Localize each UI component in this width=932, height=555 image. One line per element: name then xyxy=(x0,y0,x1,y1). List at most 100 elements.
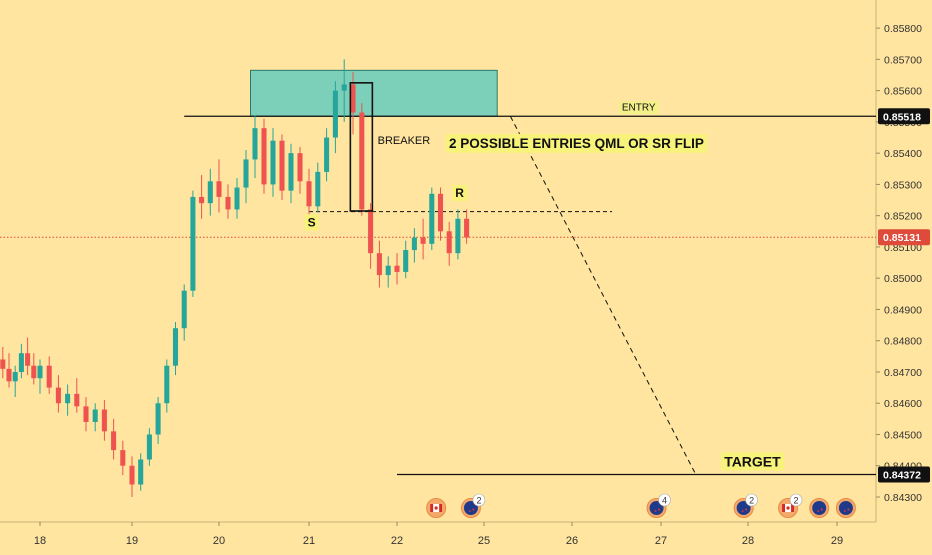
flag-star xyxy=(472,508,475,511)
candle-body-down xyxy=(55,387,61,404)
time-axis-label: 29 xyxy=(831,535,843,547)
flag-star xyxy=(820,508,823,511)
candle-body-down xyxy=(306,181,312,207)
new-zealand-flag-icon[interactable] xyxy=(812,501,827,515)
flag-star xyxy=(817,510,820,512)
entry-level-price-badge: 0.85518 xyxy=(883,111,921,123)
candle-body-down xyxy=(120,450,126,466)
canada-flag-band-right xyxy=(439,504,443,512)
event-count-badge xyxy=(472,493,486,507)
price-axis-label: 0.85800 xyxy=(884,23,922,35)
candle-body-down xyxy=(6,368,12,382)
candle-body-down xyxy=(199,196,205,204)
candle-body-down xyxy=(0,359,6,369)
time-axis-label: 27 xyxy=(655,535,667,547)
candle-body-up xyxy=(243,159,249,188)
candle-body-up xyxy=(92,409,98,422)
event-count-badge xyxy=(658,493,671,507)
resistance-label: R xyxy=(455,186,464,200)
target-label-bg xyxy=(721,452,785,471)
headline-label: 2 POSSIBLE ENTRIES QML OR SR FLIP xyxy=(449,136,704,151)
candle-body-up xyxy=(190,196,196,291)
candle-body-down xyxy=(437,193,444,232)
canada-flag-leaf xyxy=(434,506,438,510)
candle-body-down xyxy=(350,84,356,113)
canada-flag-band-right xyxy=(791,504,795,512)
price-axis-label: 0.85600 xyxy=(884,86,922,98)
flag-star xyxy=(654,510,657,512)
event-count-badge xyxy=(745,493,758,507)
current-price-badge-bg xyxy=(878,229,930,246)
price-axis-label: 0.84900 xyxy=(884,304,922,316)
price-axis-label: 0.85700 xyxy=(884,54,922,66)
candle-body-up xyxy=(411,237,417,251)
flag-star xyxy=(741,510,744,512)
price-axis-label: 0.84800 xyxy=(884,336,922,348)
time-axis-label: 25 xyxy=(478,535,490,547)
event-count-label: 4 xyxy=(662,496,667,506)
breaker-label: BREAKER xyxy=(378,135,431,147)
time-axis-label: 28 xyxy=(742,535,754,547)
flag-star xyxy=(469,510,471,512)
support-label: S xyxy=(308,215,316,229)
candle-body-down xyxy=(261,128,267,185)
current-price-badge: 0.85131 xyxy=(883,232,921,244)
support-label-bg xyxy=(304,214,319,231)
target-level-price-badge-bg xyxy=(878,466,930,483)
time-axis-label: 19 xyxy=(126,535,138,547)
candle-body-down xyxy=(25,353,31,366)
projection-line[interactable] xyxy=(509,116,697,475)
candle-body-down xyxy=(359,112,365,210)
candle-body-down xyxy=(83,406,89,422)
candle-body-down xyxy=(420,237,426,244)
time-axis-label: 26 xyxy=(566,535,578,547)
candle-body-up xyxy=(164,365,170,404)
price-axis-label: 0.84300 xyxy=(884,492,922,504)
breaker-box[interactable] xyxy=(349,82,374,212)
price-axis-label: 0.85200 xyxy=(884,211,922,223)
new-zealand-flag-icon[interactable] xyxy=(649,501,664,515)
new-zealand-flag-icon[interactable] xyxy=(736,501,751,515)
price-axis-label: 0.85400 xyxy=(884,148,922,160)
candle-body-down xyxy=(394,265,400,272)
candle-body-down xyxy=(46,365,52,388)
candle-body-up xyxy=(155,403,161,435)
price-axis-label: 0.85000 xyxy=(884,273,922,285)
price-axis-label: 0.85300 xyxy=(884,179,922,191)
candle-body-up xyxy=(324,137,330,172)
candle-body-down xyxy=(464,218,470,238)
candle-body-down xyxy=(279,140,285,191)
entry-label: ENTRY xyxy=(622,102,656,113)
candle-body-down xyxy=(111,431,117,451)
canada-flag-leaf xyxy=(786,506,790,510)
new-zealand-flag-icon[interactable] xyxy=(838,501,853,515)
event-count-label: 2 xyxy=(749,496,754,506)
candle-body-up xyxy=(252,128,258,160)
candle-body-up xyxy=(18,353,24,372)
time-axis-label: 21 xyxy=(303,535,315,547)
candle-body-up xyxy=(332,90,338,138)
event-count-label: 2 xyxy=(476,496,481,506)
flag-star xyxy=(745,508,748,511)
target-label: TARGET xyxy=(724,453,781,469)
candle-body-up xyxy=(270,140,276,185)
time-axis-label: 20 xyxy=(213,535,225,547)
headline-label-bg xyxy=(446,133,707,153)
candle-body-down xyxy=(368,209,374,254)
price-axis-label: 0.84600 xyxy=(884,398,922,410)
candle-body-down xyxy=(129,465,135,485)
candle-body-down xyxy=(74,393,80,407)
candle-body-up xyxy=(172,328,179,366)
candle-body-up xyxy=(385,265,391,276)
new-zealand-flag-icon[interactable] xyxy=(463,501,478,515)
time-axis-label: 18 xyxy=(34,535,46,547)
target-level-price-badge: 0.84372 xyxy=(883,469,921,481)
flag-star xyxy=(658,508,661,511)
flag-star xyxy=(847,508,850,511)
entry-zone[interactable] xyxy=(250,69,498,117)
candle-body-up xyxy=(138,459,144,485)
candle-body-up xyxy=(207,181,213,204)
candle-body-down xyxy=(31,365,37,379)
